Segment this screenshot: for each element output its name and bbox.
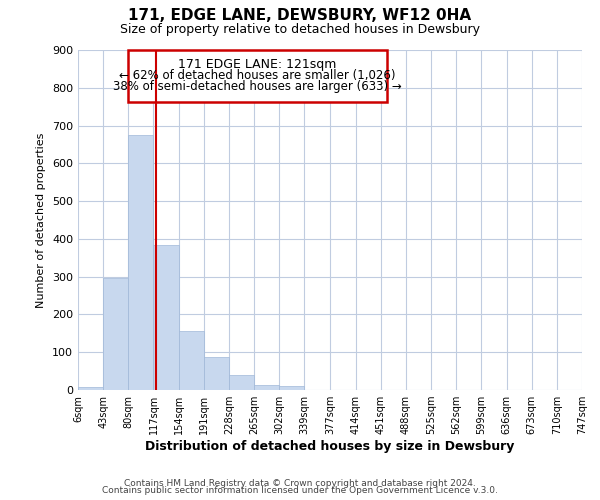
Text: Size of property relative to detached houses in Dewsbury: Size of property relative to detached ho…	[120, 22, 480, 36]
Bar	[229, 375, 254, 390]
X-axis label: Distribution of detached houses by size in Dewsbury: Distribution of detached houses by size …	[145, 440, 515, 453]
Bar	[179, 332, 204, 390]
Text: 171 EDGE LANE: 121sqm: 171 EDGE LANE: 121sqm	[178, 58, 337, 71]
Y-axis label: Number of detached properties: Number of detached properties	[37, 132, 46, 308]
Bar	[128, 134, 154, 390]
Bar	[154, 244, 179, 390]
Bar	[103, 278, 128, 390]
Text: 171, EDGE LANE, DEWSBURY, WF12 0HA: 171, EDGE LANE, DEWSBURY, WF12 0HA	[128, 8, 472, 22]
Text: Contains HM Land Registry data © Crown copyright and database right 2024.: Contains HM Land Registry data © Crown c…	[124, 478, 476, 488]
Text: Contains public sector information licensed under the Open Government Licence v.: Contains public sector information licen…	[102, 486, 498, 495]
Bar	[280, 386, 304, 390]
Bar	[254, 384, 280, 390]
Bar	[204, 357, 229, 390]
Bar	[78, 387, 103, 390]
Text: ← 62% of detached houses are smaller (1,026): ← 62% of detached houses are smaller (1,…	[119, 69, 396, 82]
FancyBboxPatch shape	[128, 50, 387, 102]
Text: 38% of semi-detached houses are larger (633) →: 38% of semi-detached houses are larger (…	[113, 80, 402, 93]
